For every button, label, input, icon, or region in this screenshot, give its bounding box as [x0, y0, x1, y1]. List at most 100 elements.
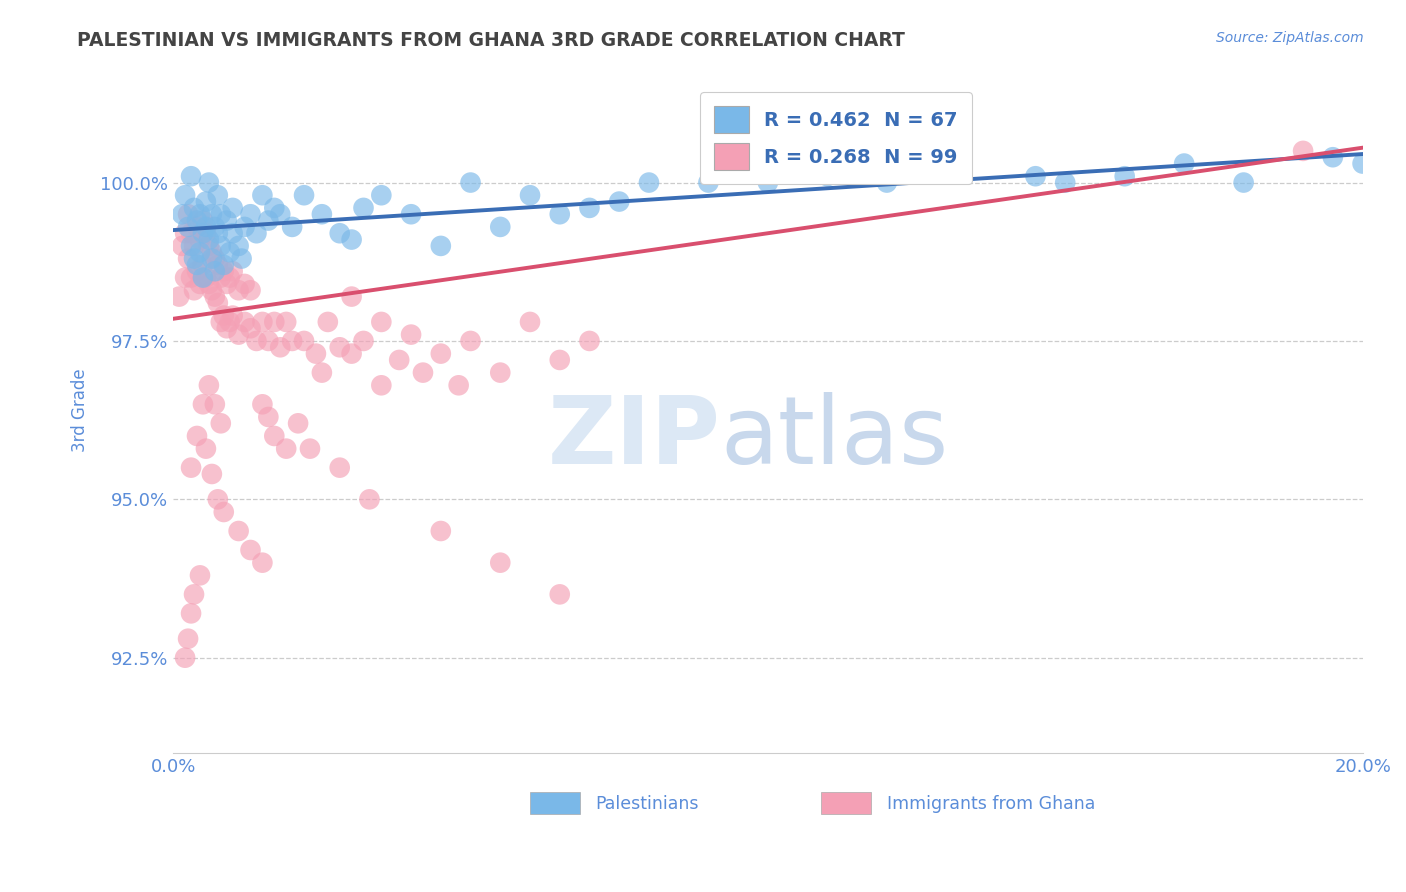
- Point: [370, 188, 392, 202]
- Point: [209, 270, 232, 285]
- Point: [519, 188, 541, 202]
- Point: [209, 315, 232, 329]
- Point: [191, 258, 214, 272]
- Point: [177, 207, 200, 221]
- Point: [194, 226, 217, 240]
- Point: [287, 417, 309, 431]
- Point: [215, 321, 238, 335]
- Point: [233, 277, 256, 291]
- Point: [174, 270, 197, 285]
- Point: [252, 556, 274, 570]
- Point: [177, 219, 200, 234]
- Point: [305, 346, 328, 360]
- Point: [239, 283, 262, 297]
- Point: [1054, 176, 1077, 190]
- Point: [207, 492, 229, 507]
- Point: [201, 245, 224, 260]
- Point: [269, 207, 291, 221]
- Point: [399, 327, 422, 342]
- Point: [252, 315, 274, 329]
- Point: [215, 277, 238, 291]
- Point: [370, 315, 392, 329]
- Point: [174, 650, 197, 665]
- Point: [218, 245, 240, 260]
- Point: [188, 277, 211, 291]
- Point: [388, 353, 411, 368]
- Point: [430, 524, 453, 538]
- Point: [221, 264, 243, 278]
- Text: Palestinians: Palestinians: [595, 795, 699, 814]
- Point: [263, 201, 285, 215]
- Point: [198, 239, 221, 253]
- Point: [231, 252, 253, 266]
- Point: [257, 334, 280, 348]
- Point: [329, 340, 352, 354]
- Point: [276, 442, 298, 456]
- Point: [198, 277, 221, 291]
- Point: [460, 176, 482, 190]
- Point: [183, 239, 205, 253]
- Point: [1351, 156, 1374, 170]
- Point: [177, 252, 200, 266]
- Point: [281, 219, 304, 234]
- Point: [209, 417, 232, 431]
- Point: [353, 334, 375, 348]
- Point: [548, 353, 571, 368]
- Point: [201, 252, 224, 266]
- Point: [460, 334, 482, 348]
- Point: [269, 340, 291, 354]
- Point: [221, 226, 243, 240]
- Point: [399, 207, 422, 221]
- Point: [311, 366, 333, 380]
- Point: [201, 467, 224, 481]
- Point: [188, 233, 211, 247]
- Text: Immigrants from Ghana: Immigrants from Ghana: [887, 795, 1095, 814]
- Point: [876, 176, 898, 190]
- Point: [489, 556, 512, 570]
- Point: [183, 587, 205, 601]
- Point: [697, 176, 720, 190]
- Point: [194, 442, 217, 456]
- Point: [228, 239, 250, 253]
- Point: [186, 264, 208, 278]
- Point: [638, 176, 661, 190]
- Point: [204, 219, 226, 234]
- Point: [1322, 150, 1344, 164]
- Point: [316, 315, 339, 329]
- Point: [353, 201, 375, 215]
- Point: [276, 315, 298, 329]
- FancyBboxPatch shape: [821, 792, 872, 814]
- Point: [359, 492, 381, 507]
- Point: [252, 397, 274, 411]
- Point: [245, 334, 267, 348]
- Point: [198, 176, 221, 190]
- Point: [204, 290, 226, 304]
- Point: [292, 334, 315, 348]
- Point: [172, 207, 194, 221]
- Point: [183, 283, 205, 297]
- Text: atlas: atlas: [720, 392, 949, 484]
- Point: [191, 270, 214, 285]
- Point: [263, 315, 285, 329]
- Point: [201, 283, 224, 297]
- Point: [180, 460, 202, 475]
- Point: [311, 207, 333, 221]
- Point: [1024, 169, 1046, 184]
- Point: [815, 169, 838, 184]
- Point: [209, 207, 232, 221]
- Point: [207, 226, 229, 240]
- Legend: R = 0.462  N = 67, R = 0.268  N = 99: R = 0.462 N = 67, R = 0.268 N = 99: [700, 92, 972, 184]
- Point: [186, 258, 208, 272]
- Point: [447, 378, 470, 392]
- Point: [430, 239, 453, 253]
- Point: [212, 309, 235, 323]
- Point: [215, 213, 238, 227]
- Point: [174, 188, 197, 202]
- Point: [1233, 176, 1256, 190]
- Point: [298, 442, 321, 456]
- Point: [430, 346, 453, 360]
- Point: [207, 296, 229, 310]
- Point: [186, 429, 208, 443]
- Point: [172, 239, 194, 253]
- Point: [191, 397, 214, 411]
